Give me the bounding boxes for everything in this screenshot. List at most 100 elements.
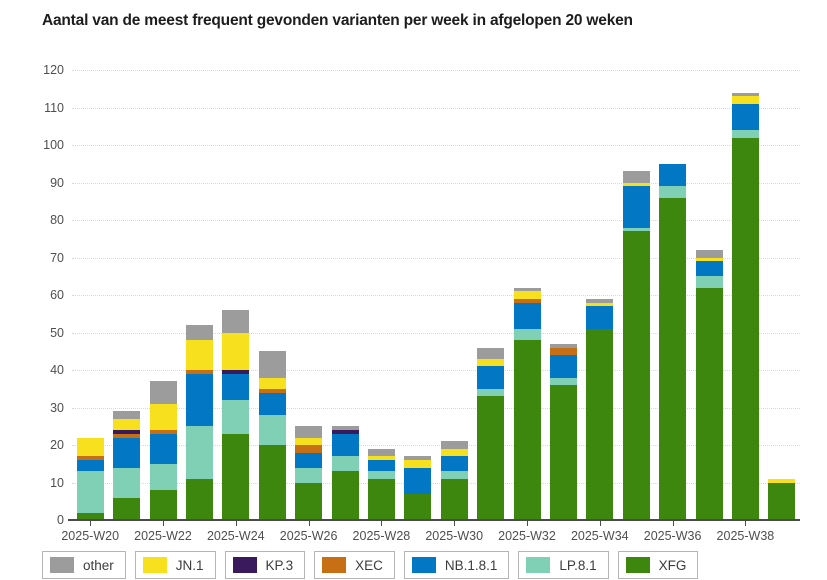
bar-segment-NB.1.8.1[interactable]: [695, 261, 723, 277]
bar-segment-XFG[interactable]: [149, 490, 177, 520]
bar-segment-other[interactable]: [185, 325, 213, 340]
bar-segment-XFG[interactable]: [113, 497, 141, 520]
bar-segment-XFG[interactable]: [695, 287, 723, 520]
bar-segment-NB.1.8.1[interactable]: [549, 355, 577, 378]
bar-segment-XFG[interactable]: [367, 478, 395, 520]
bar-segment-other[interactable]: [113, 411, 141, 419]
bar-segment-other[interactable]: [549, 343, 577, 348]
bar-segment-XFG[interactable]: [404, 493, 432, 520]
bar-segment-XEC[interactable]: [258, 388, 286, 393]
legend-item-XFG[interactable]: XFG: [617, 551, 699, 579]
bar-segment-NB.1.8.1[interactable]: [149, 433, 177, 464]
legend-item-JN.1[interactable]: JN.1: [134, 551, 216, 579]
bar-segment-LP.8.1[interactable]: [549, 377, 577, 385]
bar-segment-NB.1.8.1[interactable]: [586, 306, 614, 329]
bar-segment-XFG[interactable]: [659, 197, 687, 520]
bar-segment-JN.1[interactable]: [695, 257, 723, 262]
bar-segment-other[interactable]: [367, 448, 395, 457]
bar-segment-JN.1[interactable]: [513, 291, 541, 299]
bar-segment-XFG[interactable]: [731, 137, 759, 520]
bar-segment-LP.8.1[interactable]: [295, 467, 323, 483]
bar-segment-JN.1[interactable]: [404, 460, 432, 468]
bar-segment-other[interactable]: [440, 441, 468, 449]
bar-segment-XFG[interactable]: [185, 478, 213, 520]
bar-segment-JN.1[interactable]: [586, 302, 614, 307]
bar-segment-JN.1[interactable]: [295, 437, 323, 445]
bar-segment-NB.1.8.1[interactable]: [76, 460, 104, 472]
bar-segment-LP.8.1[interactable]: [513, 328, 541, 340]
legend-item-NB.1.8.1[interactable]: NB.1.8.1: [403, 551, 510, 579]
bar-segment-LP.8.1[interactable]: [731, 130, 759, 138]
bar-segment-JN.1[interactable]: [113, 418, 141, 430]
bar-segment-other[interactable]: [513, 287, 541, 292]
bar-segment-JN.1[interactable]: [440, 448, 468, 457]
legend-item-KP.3[interactable]: KP.3: [224, 551, 306, 579]
bar-segment-NB.1.8.1[interactable]: [295, 452, 323, 468]
bar-segment-NB.1.8.1[interactable]: [731, 103, 759, 130]
bar-segment-JN.1[interactable]: [222, 332, 250, 370]
bar-segment-XEC[interactable]: [185, 370, 213, 374]
bar-segment-other[interactable]: [258, 351, 286, 378]
bar-segment-XFG[interactable]: [76, 512, 104, 520]
bar-segment-NB.1.8.1[interactable]: [222, 373, 250, 400]
bar-segment-other[interactable]: [477, 347, 505, 359]
bar-segment-other[interactable]: [586, 298, 614, 303]
bar-segment-other[interactable]: [622, 171, 650, 183]
bar-segment-JN.1[interactable]: [731, 96, 759, 104]
bar-segment-JN.1[interactable]: [258, 377, 286, 389]
bar-segment-XFG[interactable]: [513, 340, 541, 520]
bar-segment-other[interactable]: [331, 426, 359, 430]
bar-segment-XEC[interactable]: [76, 456, 104, 460]
bar-segment-LP.8.1[interactable]: [185, 426, 213, 479]
bar-segment-LP.8.1[interactable]: [76, 471, 104, 513]
bar-segment-XEC[interactable]: [513, 298, 541, 303]
bar-segment-XFG[interactable]: [258, 445, 286, 520]
bar-segment-LP.8.1[interactable]: [258, 415, 286, 445]
bar-segment-XFG[interactable]: [622, 231, 650, 520]
bar-segment-JN.1[interactable]: [622, 182, 650, 187]
bar-segment-XFG[interactable]: [295, 482, 323, 520]
legend-item-other[interactable]: other: [42, 551, 126, 579]
bar-segment-KP.3[interactable]: [113, 430, 141, 434]
bar-segment-LP.8.1[interactable]: [477, 388, 505, 397]
bar-segment-NB.1.8.1[interactable]: [367, 460, 395, 472]
bar-segment-KP.3[interactable]: [331, 430, 359, 434]
bar-segment-JN.1[interactable]: [768, 478, 796, 483]
bar-segment-XFG[interactable]: [222, 433, 250, 520]
bar-segment-XFG[interactable]: [440, 478, 468, 520]
bar-segment-XEC[interactable]: [113, 433, 141, 438]
bar-segment-NB.1.8.1[interactable]: [185, 373, 213, 427]
bar-segment-XFG[interactable]: [768, 482, 796, 520]
bar-segment-other[interactable]: [731, 92, 759, 97]
bar-segment-LP.8.1[interactable]: [367, 471, 395, 479]
bar-segment-other[interactable]: [295, 426, 323, 438]
bar-segment-LP.8.1[interactable]: [622, 227, 650, 232]
bar-segment-NB.1.8.1[interactable]: [659, 163, 687, 187]
bar-segment-NB.1.8.1[interactable]: [404, 467, 432, 494]
bar-segment-XEC[interactable]: [149, 430, 177, 434]
bar-segment-other[interactable]: [404, 456, 432, 460]
bar-segment-NB.1.8.1[interactable]: [331, 433, 359, 457]
bar-segment-other[interactable]: [222, 310, 250, 333]
bar-segment-NB.1.8.1[interactable]: [513, 302, 541, 329]
bar-segment-NB.1.8.1[interactable]: [477, 366, 505, 389]
bar-segment-JN.1[interactable]: [367, 456, 395, 460]
bar-segment-XFG[interactable]: [586, 328, 614, 520]
bar-segment-LP.8.1[interactable]: [149, 463, 177, 490]
legend-item-XEC[interactable]: XEC: [314, 551, 395, 579]
bar-segment-NB.1.8.1[interactable]: [440, 456, 468, 472]
bar-segment-XFG[interactable]: [549, 385, 577, 520]
bar-segment-XEC[interactable]: [549, 347, 577, 355]
bar-segment-LP.8.1[interactable]: [659, 186, 687, 198]
bar-segment-JN.1[interactable]: [149, 403, 177, 430]
bar-segment-JN.1[interactable]: [185, 340, 213, 370]
bar-segment-KP.3[interactable]: [222, 370, 250, 374]
bar-segment-NB.1.8.1[interactable]: [622, 186, 650, 228]
bar-segment-LP.8.1[interactable]: [222, 400, 250, 434]
bar-segment-LP.8.1[interactable]: [113, 467, 141, 498]
bar-segment-other[interactable]: [695, 250, 723, 258]
bar-segment-XEC[interactable]: [295, 445, 323, 453]
bar-segment-JN.1[interactable]: [76, 437, 104, 457]
bar-segment-other[interactable]: [149, 381, 177, 404]
legend-item-LP.8.1[interactable]: LP.8.1: [518, 551, 609, 579]
